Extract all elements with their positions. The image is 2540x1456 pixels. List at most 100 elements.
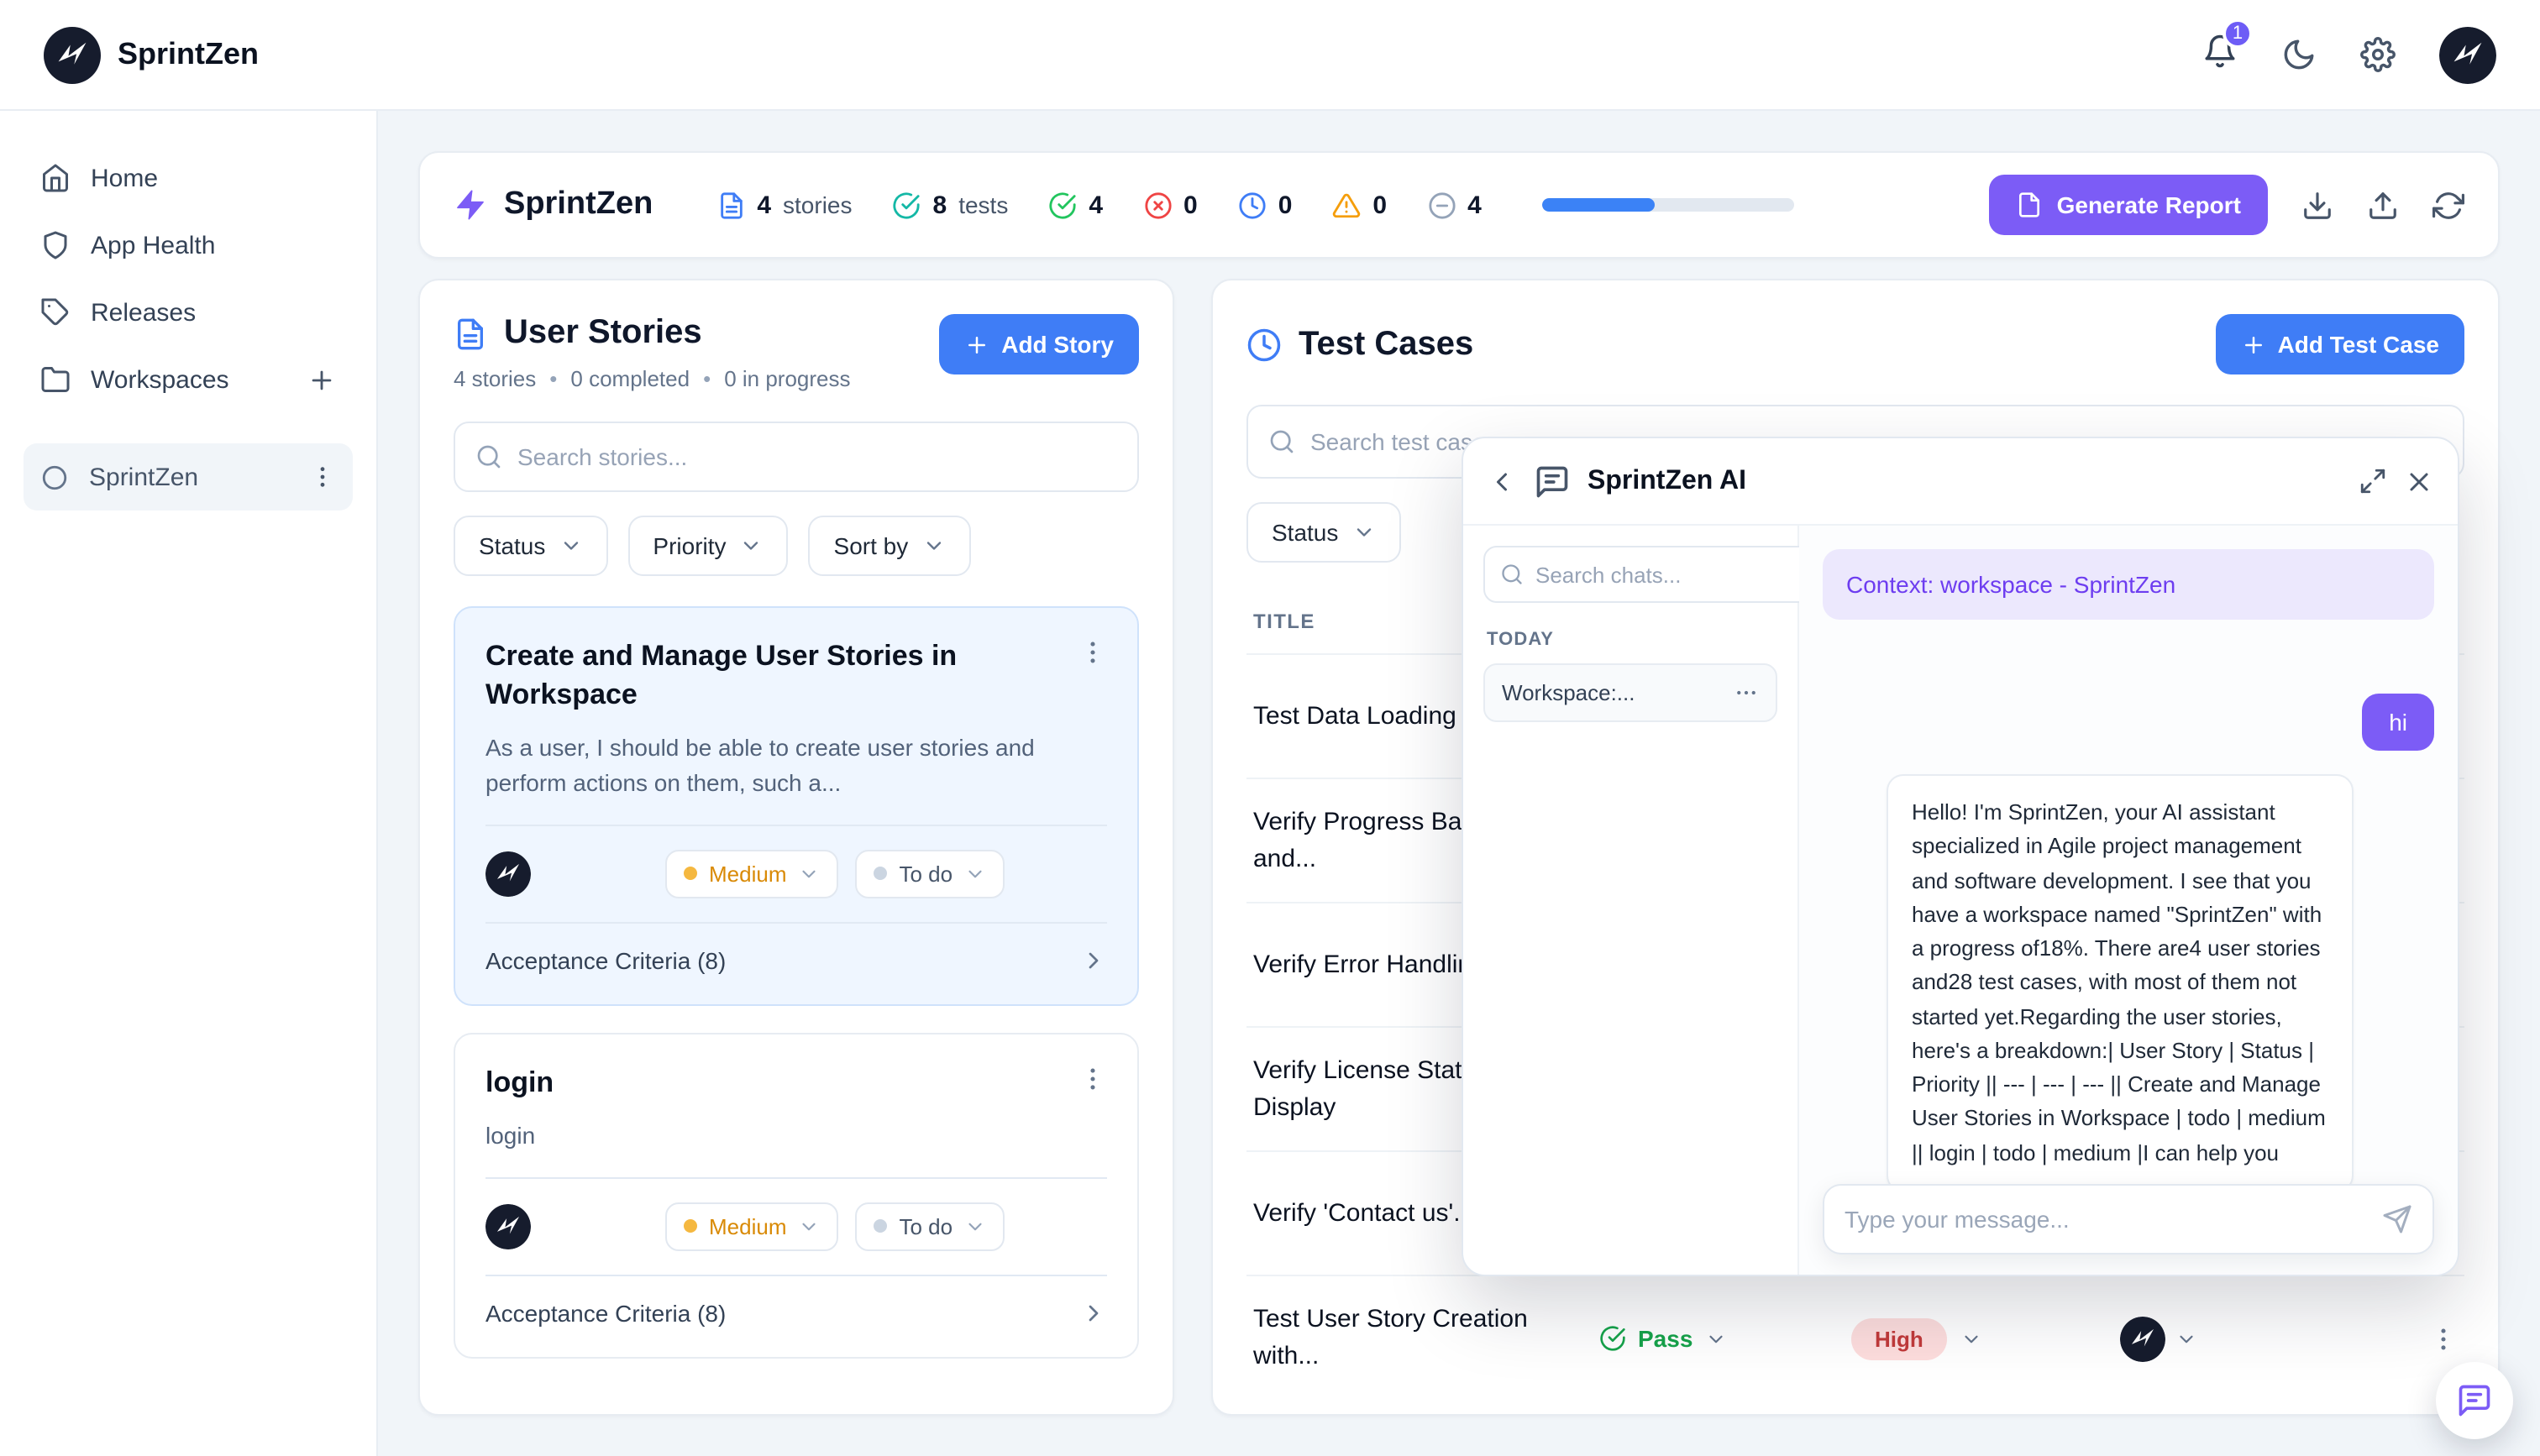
brand: SprintZen <box>44 26 259 83</box>
circle-icon <box>40 463 69 491</box>
progress-fill <box>1541 198 1656 212</box>
back-button[interactable] <box>1487 466 1517 496</box>
ai-chat-list: TODAY Workspace:... <box>1463 526 1889 1275</box>
plus-icon <box>2241 332 2266 357</box>
priority-dot <box>684 1219 697 1233</box>
chats-search-input[interactable] <box>1535 562 1831 587</box>
assignee-avatar <box>2120 1316 2165 1361</box>
chats-search[interactable] <box>1483 546 1848 603</box>
story-title: Create and Manage User Stories in Worksp… <box>485 640 958 710</box>
sidebar-item-home[interactable]: Home <box>24 144 353 212</box>
chevron-right-icon <box>1080 1300 1107 1327</box>
workspace-progress-bar <box>1541 198 1794 212</box>
add-test-case-button[interactable]: Add Test Case <box>2215 314 2464 374</box>
ai-chat-icon <box>2456 1382 2493 1419</box>
stat-passed: 4 <box>1048 191 1103 219</box>
stories-search-input[interactable] <box>517 443 1117 470</box>
search-icon <box>1268 428 1295 455</box>
upload-button[interactable] <box>2367 189 2399 221</box>
story-priority-select[interactable]: Medium <box>665 849 839 898</box>
check-circle-icon <box>893 191 921 219</box>
refresh-button[interactable] <box>2432 189 2464 221</box>
chat-section-label: TODAY <box>1487 630 1555 650</box>
chat-item-menu-button[interactable] <box>1734 680 1759 705</box>
test-status-select[interactable]: Pass <box>1599 1325 1851 1352</box>
close-button[interactable] <box>2404 466 2434 496</box>
chevron-down-icon <box>964 1216 986 1238</box>
chevron-down-icon <box>1351 521 1375 544</box>
sidebar-item-workspaces[interactable]: Workspaces <box>24 346 353 413</box>
story-status-select[interactable]: To do <box>855 1202 1005 1251</box>
test-priority-select[interactable]: High <box>1851 1317 2120 1359</box>
stat-tests: 8 tests <box>893 191 1008 219</box>
download-button[interactable] <box>2301 189 2333 221</box>
chevron-right-icon <box>1080 947 1107 974</box>
story-menu-button[interactable] <box>1078 638 1107 667</box>
send-icon[interactable] <box>2382 1204 2412 1234</box>
stat-pending: 0 <box>1238 191 1292 219</box>
chevron-down-icon <box>799 863 821 885</box>
chevron-down-icon <box>799 1216 821 1238</box>
chevron-down-icon <box>964 863 986 885</box>
notifications-button[interactable]: 1 <box>2202 18 2253 76</box>
clock-icon <box>1238 191 1267 219</box>
priority-dot <box>684 867 697 881</box>
story-description: login <box>485 1121 536 1149</box>
test-row-menu-button[interactable] <box>2429 1324 2458 1353</box>
tag-icon <box>40 297 71 327</box>
ai-message-input[interactable] <box>1845 1206 2369 1233</box>
stories-filter-priority[interactable]: Priority <box>627 516 789 576</box>
chevron-down-icon <box>740 534 764 558</box>
story-priority-select[interactable]: Medium <box>665 1202 839 1251</box>
chat-history-item[interactable]: Workspace:... <box>1483 663 1777 722</box>
generate-report-button[interactable]: Generate Report <box>1989 175 2268 235</box>
workspace-menu-button[interactable] <box>309 464 336 490</box>
user-avatar[interactable] <box>2439 26 2496 83</box>
story-assignee-avatar[interactable] <box>485 1203 531 1249</box>
add-story-button[interactable]: Add Story <box>939 314 1139 374</box>
chevron-down-icon <box>1960 1328 1982 1349</box>
stories-icon <box>454 317 487 350</box>
notification-badge: 1 <box>2222 18 2253 48</box>
ai-panel-title: SprintZen AI <box>1588 466 1747 495</box>
story-status-select[interactable]: To do <box>855 849 1005 898</box>
test-clock-icon <box>1246 327 1282 362</box>
report-icon <box>2017 191 2044 218</box>
sidebar-item-label: Workspaces <box>91 365 229 394</box>
user-stories-panel: User Stories 4 stories 0 completed 0 in … <box>418 279 1174 1416</box>
folder-icon <box>40 364 71 395</box>
acceptance-criteria-toggle[interactable]: Acceptance Criteria (8) <box>485 1300 1107 1327</box>
workspace-overview-bar: SprintZen 4 stories 8 tests 4 <box>418 151 2500 259</box>
sidebar-workspace-sprintzen[interactable]: SprintZen <box>24 443 353 511</box>
acceptance-criteria-toggle[interactable]: Acceptance Criteria (8) <box>485 947 1107 974</box>
expand-button[interactable] <box>2359 467 2387 495</box>
story-card[interactable]: Create and Manage User Stories in Worksp… <box>454 606 1139 1006</box>
tests-filter-status[interactable]: Status <box>1246 502 1401 563</box>
add-workspace-button[interactable] <box>307 365 336 394</box>
stories-search[interactable] <box>454 422 1139 492</box>
stories-sort-by[interactable]: Sort by <box>808 516 971 576</box>
pass-check-icon <box>1599 1325 1626 1352</box>
stories-filter-status[interactable]: Status <box>454 516 608 576</box>
chevron-down-icon <box>559 534 582 558</box>
story-menu-button[interactable] <box>1078 1065 1107 1093</box>
dark-mode-toggle[interactable] <box>2281 37 2317 72</box>
ai-chat-panel: SprintZen AI <box>1462 437 2459 1276</box>
search-icon <box>475 443 502 470</box>
minus-circle-icon <box>1427 191 1456 219</box>
ai-chat-fab[interactable] <box>2436 1362 2513 1439</box>
sidebar-item-label: Home <box>91 164 159 192</box>
workspace-name: SprintZen <box>89 463 199 491</box>
ai-chat-icon <box>1534 463 1571 500</box>
test-assignee-select[interactable] <box>2120 1316 2322 1361</box>
story-card[interactable]: login login Medium <box>454 1032 1139 1359</box>
sidebar-item-releases[interactable]: Releases <box>24 279 353 346</box>
settings-button[interactable] <box>2360 37 2396 72</box>
sidebar-item-app-health[interactable]: App Health <box>24 212 353 279</box>
topbar: SprintZen 1 <box>0 0 2540 111</box>
warning-triangle-icon <box>1332 191 1361 219</box>
ai-message-input-row <box>1823 1184 2434 1254</box>
stat-stories: 4 stories <box>716 191 853 219</box>
story-assignee-avatar[interactable] <box>485 851 531 897</box>
table-row[interactable]: Test User Story Creation with... Pass Hi… <box>1246 1276 2464 1401</box>
